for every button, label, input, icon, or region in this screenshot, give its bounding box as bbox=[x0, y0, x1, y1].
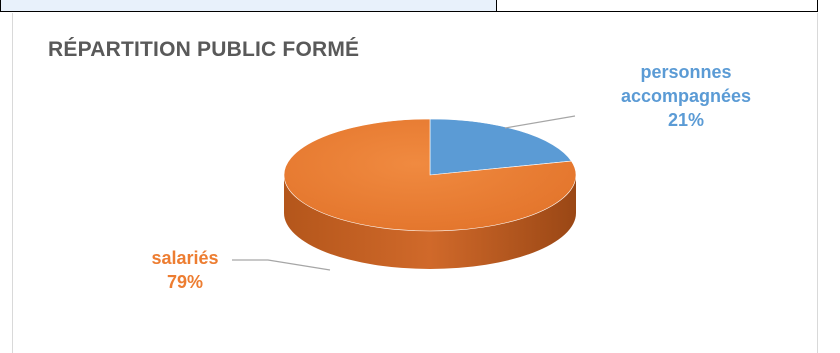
label-name: salariés bbox=[151, 248, 219, 268]
pie-side-wall bbox=[284, 175, 576, 269]
data-label-salaries: salariés 79% bbox=[130, 246, 240, 294]
label-percent: 21% bbox=[667, 110, 705, 130]
label-name-line2: accompagnées bbox=[620, 86, 752, 106]
pie-slice-salaries bbox=[283, 118, 577, 232]
chart-frame bbox=[12, 13, 818, 353]
table-cell bbox=[496, 0, 817, 11]
label-percent: 79% bbox=[166, 272, 204, 292]
pie-slice-personnes-accompagnees bbox=[429, 118, 572, 176]
label-name-line1: personnes bbox=[640, 62, 732, 82]
data-label-personnes-accompagnees: personnes accompagnées 21% bbox=[606, 60, 766, 132]
pie-chart bbox=[232, 115, 577, 271]
leader-line-salaries bbox=[232, 259, 331, 271]
chart-title: RÉPARTITION PUBLIC FORMÉ bbox=[48, 38, 360, 61]
leader-line-personnes bbox=[504, 115, 576, 129]
table-strip bbox=[0, 0, 818, 12]
